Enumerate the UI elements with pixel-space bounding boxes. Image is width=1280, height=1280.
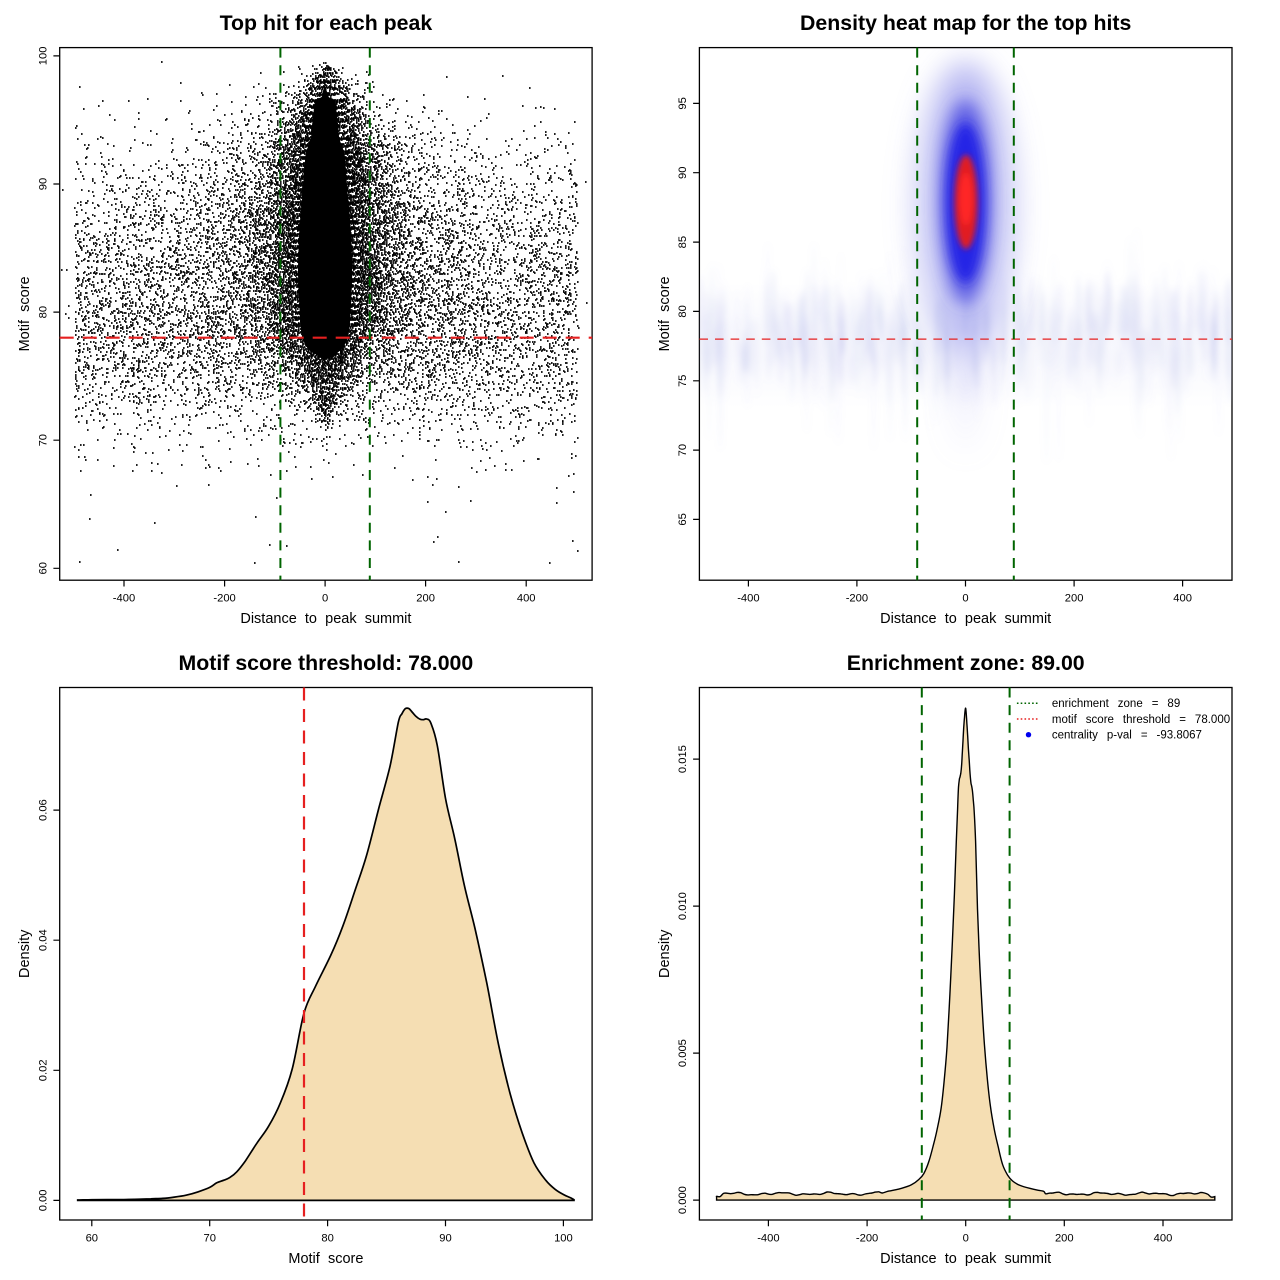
svg-text:200: 200 bbox=[416, 593, 435, 605]
svg-text:0.02: 0.02 bbox=[37, 1059, 49, 1081]
svg-text:Motif score threshold: 78.000: Motif score threshold: 78.000 bbox=[179, 651, 474, 675]
svg-text:-200: -200 bbox=[846, 593, 868, 605]
svg-text:centrality p-val = -93.8067: centrality p-val = -93.8067 bbox=[1052, 730, 1202, 742]
svg-text:0: 0 bbox=[963, 1233, 969, 1245]
svg-text:-400: -400 bbox=[757, 1233, 779, 1245]
svg-text:Distance to peak summit: Distance to peak summit bbox=[880, 611, 1051, 627]
svg-text:Enrichment zone: 89.00: Enrichment zone: 89.00 bbox=[847, 651, 1085, 675]
svg-text:400: 400 bbox=[517, 593, 536, 605]
svg-text:0.04: 0.04 bbox=[37, 929, 49, 951]
svg-text:motif score threshold = 78.000: motif score threshold = 78.000 bbox=[1052, 714, 1230, 726]
svg-text:Density: Density bbox=[657, 929, 673, 978]
svg-text:enrichment zone = 89: enrichment zone = 89 bbox=[1052, 698, 1180, 710]
svg-text:80: 80 bbox=[677, 305, 689, 317]
svg-text:200: 200 bbox=[1055, 1233, 1074, 1245]
svg-text:0.00: 0.00 bbox=[37, 1190, 49, 1212]
svg-text:-400: -400 bbox=[113, 593, 135, 605]
svg-text:70: 70 bbox=[203, 1233, 215, 1245]
svg-text:-200: -200 bbox=[213, 593, 235, 605]
svg-text:70: 70 bbox=[37, 434, 49, 446]
svg-text:0: 0 bbox=[962, 593, 968, 605]
svg-text:70: 70 bbox=[677, 444, 689, 456]
svg-text:Top hit for each peak: Top hit for each peak bbox=[220, 11, 433, 35]
svg-text:90: 90 bbox=[37, 178, 49, 190]
svg-text:0.000: 0.000 bbox=[677, 1186, 689, 1214]
svg-text:Density: Density bbox=[17, 929, 33, 978]
svg-text:Motif score: Motif score bbox=[657, 276, 673, 351]
svg-text:0.005: 0.005 bbox=[677, 1039, 689, 1067]
svg-text:-400: -400 bbox=[737, 593, 759, 605]
svg-text:100: 100 bbox=[554, 1233, 573, 1245]
svg-text:Density heat map for the top h: Density heat map for the top hits bbox=[800, 11, 1131, 35]
svg-text:Motif score: Motif score bbox=[288, 1251, 363, 1267]
svg-text:80: 80 bbox=[37, 306, 49, 318]
svg-text:60: 60 bbox=[86, 1233, 98, 1245]
svg-text:Distance to peak summit: Distance to peak summit bbox=[240, 611, 411, 627]
svg-text:0: 0 bbox=[322, 593, 328, 605]
svg-text:80: 80 bbox=[321, 1233, 333, 1245]
svg-text:100: 100 bbox=[37, 47, 49, 66]
svg-text:95: 95 bbox=[677, 97, 689, 109]
svg-text:0.06: 0.06 bbox=[37, 799, 49, 821]
svg-text:200: 200 bbox=[1065, 593, 1084, 605]
svg-text:85: 85 bbox=[677, 236, 689, 248]
svg-text:0.010: 0.010 bbox=[677, 892, 689, 920]
svg-text:-200: -200 bbox=[856, 1233, 878, 1245]
svg-text:90: 90 bbox=[677, 166, 689, 178]
svg-text:75: 75 bbox=[677, 375, 689, 387]
svg-text:65: 65 bbox=[677, 513, 689, 525]
svg-text:400: 400 bbox=[1173, 593, 1192, 605]
svg-text:Motif score: Motif score bbox=[17, 276, 33, 351]
svg-text:90: 90 bbox=[439, 1233, 451, 1245]
svg-text:60: 60 bbox=[37, 562, 49, 574]
svg-text:0.015: 0.015 bbox=[677, 745, 689, 773]
svg-text:400: 400 bbox=[1154, 1233, 1173, 1245]
svg-text:Distance to peak summit: Distance to peak summit bbox=[880, 1251, 1051, 1267]
